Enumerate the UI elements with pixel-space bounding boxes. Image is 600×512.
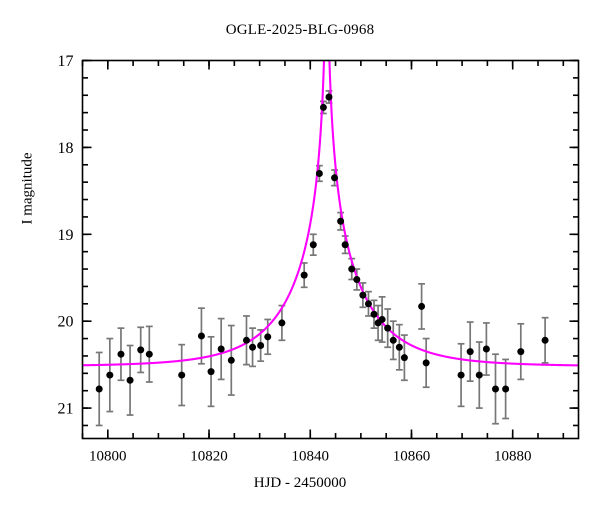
x-tick-labels: 10800 10820 10840 10860 10880 (89, 449, 531, 465)
data-point (389, 336, 397, 344)
x-tick-label: 10840 (292, 449, 330, 465)
data-point (106, 371, 114, 379)
y-tick-label: 21 (58, 401, 74, 418)
data-point (207, 368, 215, 376)
y-tick-label: 20 (58, 314, 74, 331)
x-tick-label: 10860 (393, 449, 431, 465)
x-tick-label: 10880 (494, 449, 532, 465)
data-point (178, 371, 186, 379)
data-point (400, 354, 408, 362)
y-minor-ticks (82, 59, 579, 427)
data-point (378, 315, 386, 323)
x-major-ticks (107, 60, 514, 439)
data-point (541, 336, 549, 344)
x-tick-label: 10800 (89, 449, 127, 465)
chart-title: OGLE-2025-BLG-0968 (225, 22, 375, 38)
data-points (95, 93, 549, 393)
y-tick-label: 19 (58, 227, 74, 244)
data-point (384, 324, 392, 332)
data-point (457, 371, 465, 379)
model-curve (82, 60, 579, 367)
data-point (370, 310, 378, 318)
data-point (300, 271, 308, 279)
data-point (466, 348, 474, 356)
data-point (341, 241, 349, 249)
y-tick-labels: 17 18 19 20 21 (58, 53, 74, 418)
x-axis-label: HJD - 2450000 (253, 475, 347, 491)
data-point (418, 302, 426, 310)
data-point (145, 350, 153, 358)
y-tick-label: 17 (58, 53, 74, 70)
y-tick-label: 18 (58, 140, 74, 157)
data-point (482, 345, 490, 353)
data-point (257, 342, 265, 350)
data-point (315, 169, 323, 177)
x-tick-label: 10820 (190, 449, 228, 465)
y-major-ticks (82, 59, 579, 409)
data-point (353, 275, 361, 283)
data-point (364, 300, 372, 308)
data-point (422, 359, 430, 367)
data-point (264, 333, 272, 341)
data-point (517, 348, 525, 356)
axes-frame (81, 59, 580, 440)
data-point (319, 103, 327, 111)
data-point (325, 93, 333, 101)
data-point (359, 291, 367, 299)
data-point (197, 332, 205, 340)
data-point (491, 385, 499, 393)
data-point (227, 356, 235, 364)
data-point (348, 265, 356, 273)
data-point (278, 319, 286, 327)
data-point (242, 336, 250, 344)
data-point (309, 241, 317, 249)
data-point (395, 343, 403, 351)
x-minor-ticks (81, 60, 565, 439)
model-curve-path (82, 60, 579, 367)
data-point (502, 385, 510, 393)
data-point (337, 217, 345, 225)
data-point (249, 343, 257, 351)
data-point (475, 371, 483, 379)
data-point (331, 174, 339, 182)
data-point (117, 350, 125, 358)
data-point (126, 376, 134, 384)
data-point (217, 345, 225, 353)
data-point (95, 385, 103, 393)
data-point (137, 346, 145, 354)
